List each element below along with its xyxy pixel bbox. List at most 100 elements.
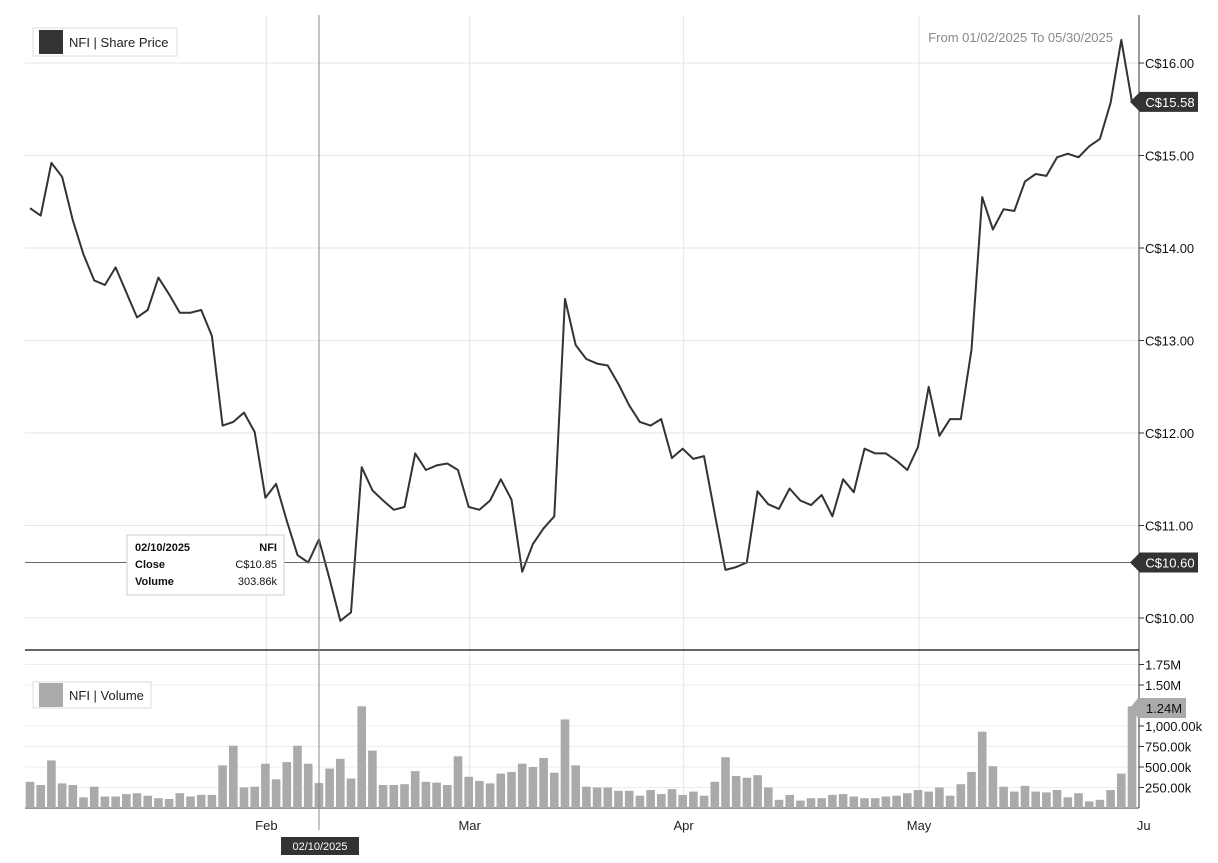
- volume-bar: [935, 787, 944, 808]
- volume-bar: [143, 795, 152, 808]
- volume-bar: [36, 785, 45, 808]
- volume-bar: [1127, 706, 1137, 808]
- volume-legend-swatch: [39, 683, 63, 707]
- price-series-line: [29, 38, 1133, 622]
- volume-bar: [464, 776, 473, 808]
- volume-bar: [689, 791, 698, 808]
- volume-bar: [378, 785, 388, 808]
- volume-bar: [742, 777, 752, 808]
- volume-bar: [89, 786, 99, 808]
- volume-bar: [1106, 790, 1115, 808]
- volume-bar: [164, 799, 174, 808]
- price-tick-label: C$10.00: [1145, 611, 1194, 626]
- volume-bar: [517, 763, 527, 808]
- volume-bar: [635, 795, 645, 808]
- volume-bar: [624, 790, 634, 808]
- volume-tick-label: 1.75M: [1145, 658, 1181, 673]
- volume-bar: [475, 780, 484, 808]
- last-volume-label: 1.24M: [1146, 701, 1182, 716]
- volume-bar: [999, 786, 1008, 808]
- crosshair-price-marker: C$10.60: [1130, 552, 1198, 573]
- last-price-marker: C$15.58: [1130, 91, 1198, 112]
- volume-bar: [325, 768, 334, 808]
- x-tick-label: Mar: [458, 818, 481, 833]
- volume-bar: [774, 799, 784, 808]
- volume-bar: [336, 758, 345, 808]
- volume-bar: [239, 787, 249, 808]
- price-tick-label: C$11.00: [1145, 519, 1193, 534]
- volume-bar: [443, 785, 452, 808]
- volume-bar: [721, 757, 730, 808]
- volume-bar: [261, 763, 270, 808]
- tooltip: 02/10/2025 NFI Close C$10.85 Volume 303.…: [126, 534, 285, 596]
- volume-bar: [967, 771, 976, 808]
- volume-bar: [196, 794, 206, 808]
- volume-bar: [571, 765, 580, 808]
- x-tick-label: May: [907, 818, 932, 833]
- volume-bar: [764, 787, 773, 808]
- price-tick-label: C$15.00: [1145, 149, 1194, 164]
- volume-bar: [988, 766, 998, 808]
- volume-bar: [250, 786, 259, 808]
- volume-bar: [1010, 791, 1019, 808]
- price-tick-label: C$16.00: [1145, 56, 1194, 71]
- volume-bar: [785, 794, 794, 808]
- volume-bar: [282, 762, 292, 808]
- volume-bar: [796, 800, 805, 808]
- volume-bar: [528, 767, 538, 808]
- volume-bar: [303, 763, 313, 808]
- volume-bar: [111, 796, 120, 808]
- volume-bar: [646, 790, 655, 808]
- volume-bar: [667, 789, 677, 808]
- volume-tick-label: 1,000.00k: [1145, 719, 1203, 734]
- volume-legend[interactable]: NFI | Volume: [32, 681, 152, 709]
- volume-bar: [838, 794, 848, 808]
- tooltip-volume-value: 303.86k: [238, 576, 278, 588]
- tooltip-symbol: NFI: [259, 542, 277, 554]
- tooltip-close-value: C$10.85: [235, 559, 277, 571]
- volume-bar: [207, 794, 217, 808]
- volume-bar: [603, 787, 613, 808]
- volume-bar: [1031, 791, 1040, 808]
- volume-bar: [368, 750, 377, 808]
- crosshair-date-marker: 02/10/2025: [281, 837, 359, 855]
- volume-tick-label: 500.00k: [1145, 760, 1192, 775]
- volume-bar: [1063, 797, 1073, 808]
- volume-bar: [924, 791, 933, 808]
- volume-bar: [1095, 799, 1105, 808]
- crosshair-price-label: C$10.60: [1145, 556, 1194, 571]
- price-legend[interactable]: NFI | Share Price: [32, 27, 178, 57]
- volume-bar: [913, 790, 923, 808]
- last-price-label: C$15.58: [1145, 95, 1194, 110]
- volume-bar: [1084, 801, 1094, 808]
- volume-bar: [389, 785, 399, 808]
- tooltip-close-label: Close: [135, 559, 165, 571]
- date-range-text: From 01/02/2025 To 05/30/2025: [928, 30, 1113, 45]
- x-tick-label: Ju: [1137, 818, 1151, 833]
- tooltip-volume-label: Volume: [135, 576, 174, 588]
- volume-bar: [154, 798, 163, 808]
- volume-bar: [892, 795, 901, 808]
- volume-bar: [485, 783, 495, 808]
- volume-bar: [828, 794, 837, 808]
- volume-bar: [100, 796, 110, 808]
- volume-bar: [175, 793, 185, 808]
- volume-bar: [1042, 792, 1051, 808]
- volume-bar: [1020, 785, 1030, 808]
- volume-bar: [699, 795, 709, 808]
- volume-bar: [592, 787, 602, 808]
- volume-bar: [68, 785, 78, 808]
- x-tick-label: Feb: [255, 818, 277, 833]
- price-legend-label: NFI | Share Price: [69, 35, 168, 50]
- volume-bar: [1074, 793, 1083, 808]
- volume-bar: [539, 758, 548, 808]
- volume-bar: [400, 784, 409, 808]
- volume-bar: [453, 756, 463, 808]
- volume-bar: [1052, 790, 1062, 808]
- volume-bar: [614, 790, 623, 808]
- volume-bar: [432, 782, 441, 808]
- volume-legend-label: NFI | Volume: [69, 688, 144, 703]
- volume-bar: [293, 745, 302, 808]
- volume-bar: [271, 779, 281, 808]
- volume-bar: [903, 793, 912, 808]
